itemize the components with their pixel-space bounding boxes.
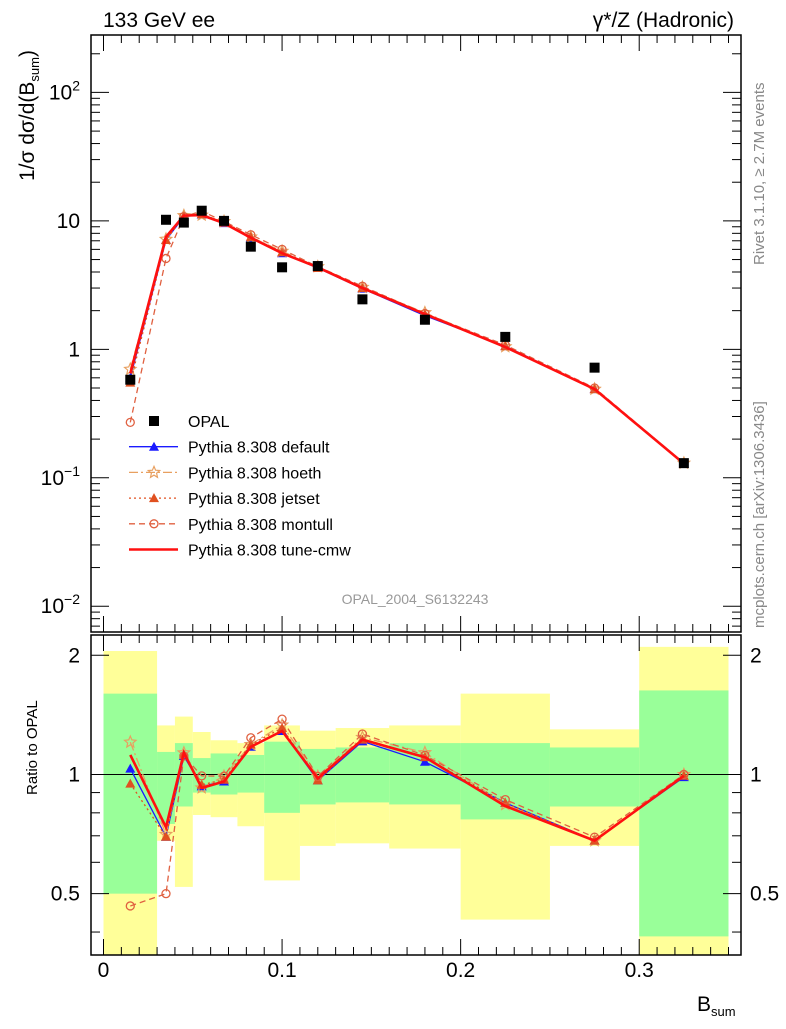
series-point-pythia-8-308-montull xyxy=(161,253,171,264)
legend-label-pythia-8-308-montull: Pythia 8.308 montull xyxy=(188,517,333,534)
header-right-label: γ*/Z (Hadronic) xyxy=(593,9,734,32)
opal-data-points xyxy=(125,205,689,469)
tick-exponent: −2 xyxy=(64,591,80,607)
x-tick-label: 0 xyxy=(98,959,110,982)
ratio-uncertainty-bands xyxy=(103,646,729,955)
ratio-point-pythia-8-308-montull xyxy=(197,771,207,781)
main-axis-ticks xyxy=(91,35,741,632)
ratio-y-tick-label-right: 1 xyxy=(750,763,762,786)
ratio-band-green xyxy=(264,741,300,813)
main-y-tick-label: 10−2 xyxy=(41,591,81,618)
ratio-point-pythia-8-308-default xyxy=(125,763,136,773)
ratio-point-pythia-8-308-jetset xyxy=(125,778,136,788)
ratio-band-green xyxy=(639,690,729,937)
tick-base: 10 xyxy=(41,595,64,618)
legend-marker-pythia-8-308-default xyxy=(149,441,159,451)
ratio-point-pythia-8-308-montull xyxy=(277,714,287,724)
ratio-mc-series xyxy=(123,714,692,911)
ratio-y-tick-label: 2 xyxy=(68,644,80,667)
tick-base: 10 xyxy=(49,81,72,104)
ratio-point-pythia-8-308-jetset xyxy=(277,722,288,732)
tick-exponent: 2 xyxy=(72,77,80,93)
opal-point xyxy=(178,217,189,228)
main-plot-frame xyxy=(90,34,742,633)
tick-base: 1 xyxy=(68,338,80,361)
tick-exponent: −1 xyxy=(64,463,80,479)
main-y-tick-label: 1 xyxy=(68,338,80,361)
header-left-label: 133 GeV ee xyxy=(103,9,215,32)
series-line-pythia-8-308-tune-cmw xyxy=(129,213,685,465)
opal-point xyxy=(500,331,511,342)
legend-marker-pythia-8-308-jetset xyxy=(149,493,159,503)
ratio-point-pythia-8-308-montull xyxy=(357,729,368,739)
ratio-y-tick-label-right: 2 xyxy=(750,644,762,667)
ratio-y-tick-label: 1 xyxy=(68,763,80,786)
ratio-y-tick-label: 0.5 xyxy=(51,883,80,906)
main-y-tick-label: 102 xyxy=(49,77,80,104)
opal-point xyxy=(312,261,323,272)
opal-point xyxy=(357,294,368,305)
opal-point xyxy=(678,458,689,469)
ratio-band-green xyxy=(237,754,265,793)
main-y-tick-label: 10−1 xyxy=(41,463,81,490)
opal-point xyxy=(277,262,288,273)
series-point-pythia-8-308-montull xyxy=(125,417,135,428)
opal-point xyxy=(196,205,207,216)
legend-label-pythia-8-308-jetset: Pythia 8.308 jetset xyxy=(188,491,320,508)
legend-marker-pythia-8-308-hoeth xyxy=(146,464,162,479)
x-tick-labels: 0 0.1 0.2 0.3 xyxy=(98,959,654,982)
ratio-point-pythia-8-308-montull xyxy=(125,901,135,911)
mcplots-reference-label: mcplots.cern.ch [arXiv:1306.3436] xyxy=(751,401,768,628)
ratio-point-pythia-8-308-montull xyxy=(679,769,689,780)
ratio-y-tick-labels: 0.5 0.5 1 1 2 2 xyxy=(51,644,779,905)
ratio-line-pythia-8-308-montull xyxy=(130,718,685,907)
ratio-line-pythia-8-308-tune-cmw xyxy=(129,729,685,843)
ratio-point-pythia-8-308-jetset xyxy=(161,831,171,841)
x-tick-label: 0.2 xyxy=(446,959,475,982)
main-y-axis-title: 1/σ dσ/d(Bsum) xyxy=(16,50,42,181)
main-y-axis-title-end: ) xyxy=(16,50,39,57)
ratio-plot-frame xyxy=(90,634,742,956)
opal-point xyxy=(245,241,256,252)
legend-label-pythia-8-308-tune-cmw: Pythia 8.308 tune-cmw xyxy=(188,543,351,560)
opal-point xyxy=(589,362,600,373)
main-y-axis-title-text: 1/σ dσ/d(B xyxy=(16,82,39,181)
main-mc-series xyxy=(123,206,692,470)
main-y-axis-title-sub: sum xyxy=(27,57,42,82)
rivet-version-label: Rivet 3.1.10, ≥ 2.7M events xyxy=(751,83,768,266)
ratio-y-tick-label-right: 0.5 xyxy=(750,883,779,906)
opal-point xyxy=(125,374,136,385)
ratio-point-pythia-8-308-montull xyxy=(500,794,510,805)
legend-label-pythia-8-308-hoeth: Pythia 8.308 hoeth xyxy=(188,465,321,482)
ratio-point-pythia-8-308-default xyxy=(419,756,430,766)
x-tick-label: 0.3 xyxy=(625,959,654,982)
analysis-watermark: OPAL_2004_S6132243 xyxy=(342,591,489,607)
ratio-band-green xyxy=(460,743,550,820)
x-axis-title-sub: sum xyxy=(711,1004,736,1019)
legend-marker-pythia-8-308-montull xyxy=(149,519,159,529)
opal-point xyxy=(219,215,230,226)
x-tick-label: 0.1 xyxy=(267,959,296,982)
legend-label-opal: OPAL xyxy=(188,414,230,431)
legend: OPAL Pythia 8.308 default Pythia 8.308 hoe… xyxy=(129,414,351,560)
x-axis-title: Bsum xyxy=(697,993,736,1019)
tick-base: 10 xyxy=(41,467,64,490)
opal-point xyxy=(419,314,430,325)
x-axis-title-text: B xyxy=(697,993,711,1016)
opal-point xyxy=(161,214,171,225)
main-y-tick-label: 10 xyxy=(57,210,80,233)
ratio-y-axis-title: Ratio to OPAL xyxy=(24,700,41,795)
ratio-band-green xyxy=(549,747,640,807)
ratio-point-pythia-8-308-montull xyxy=(161,889,171,899)
legend-marker-opal xyxy=(149,416,159,426)
legend-label-pythia-8-308-default: Pythia 8.308 default xyxy=(188,440,330,457)
tick-base: 10 xyxy=(57,210,80,233)
ratio-point-pythia-8-308-montull xyxy=(246,733,256,743)
ratio-point-pythia-8-308-hoeth xyxy=(123,734,138,749)
